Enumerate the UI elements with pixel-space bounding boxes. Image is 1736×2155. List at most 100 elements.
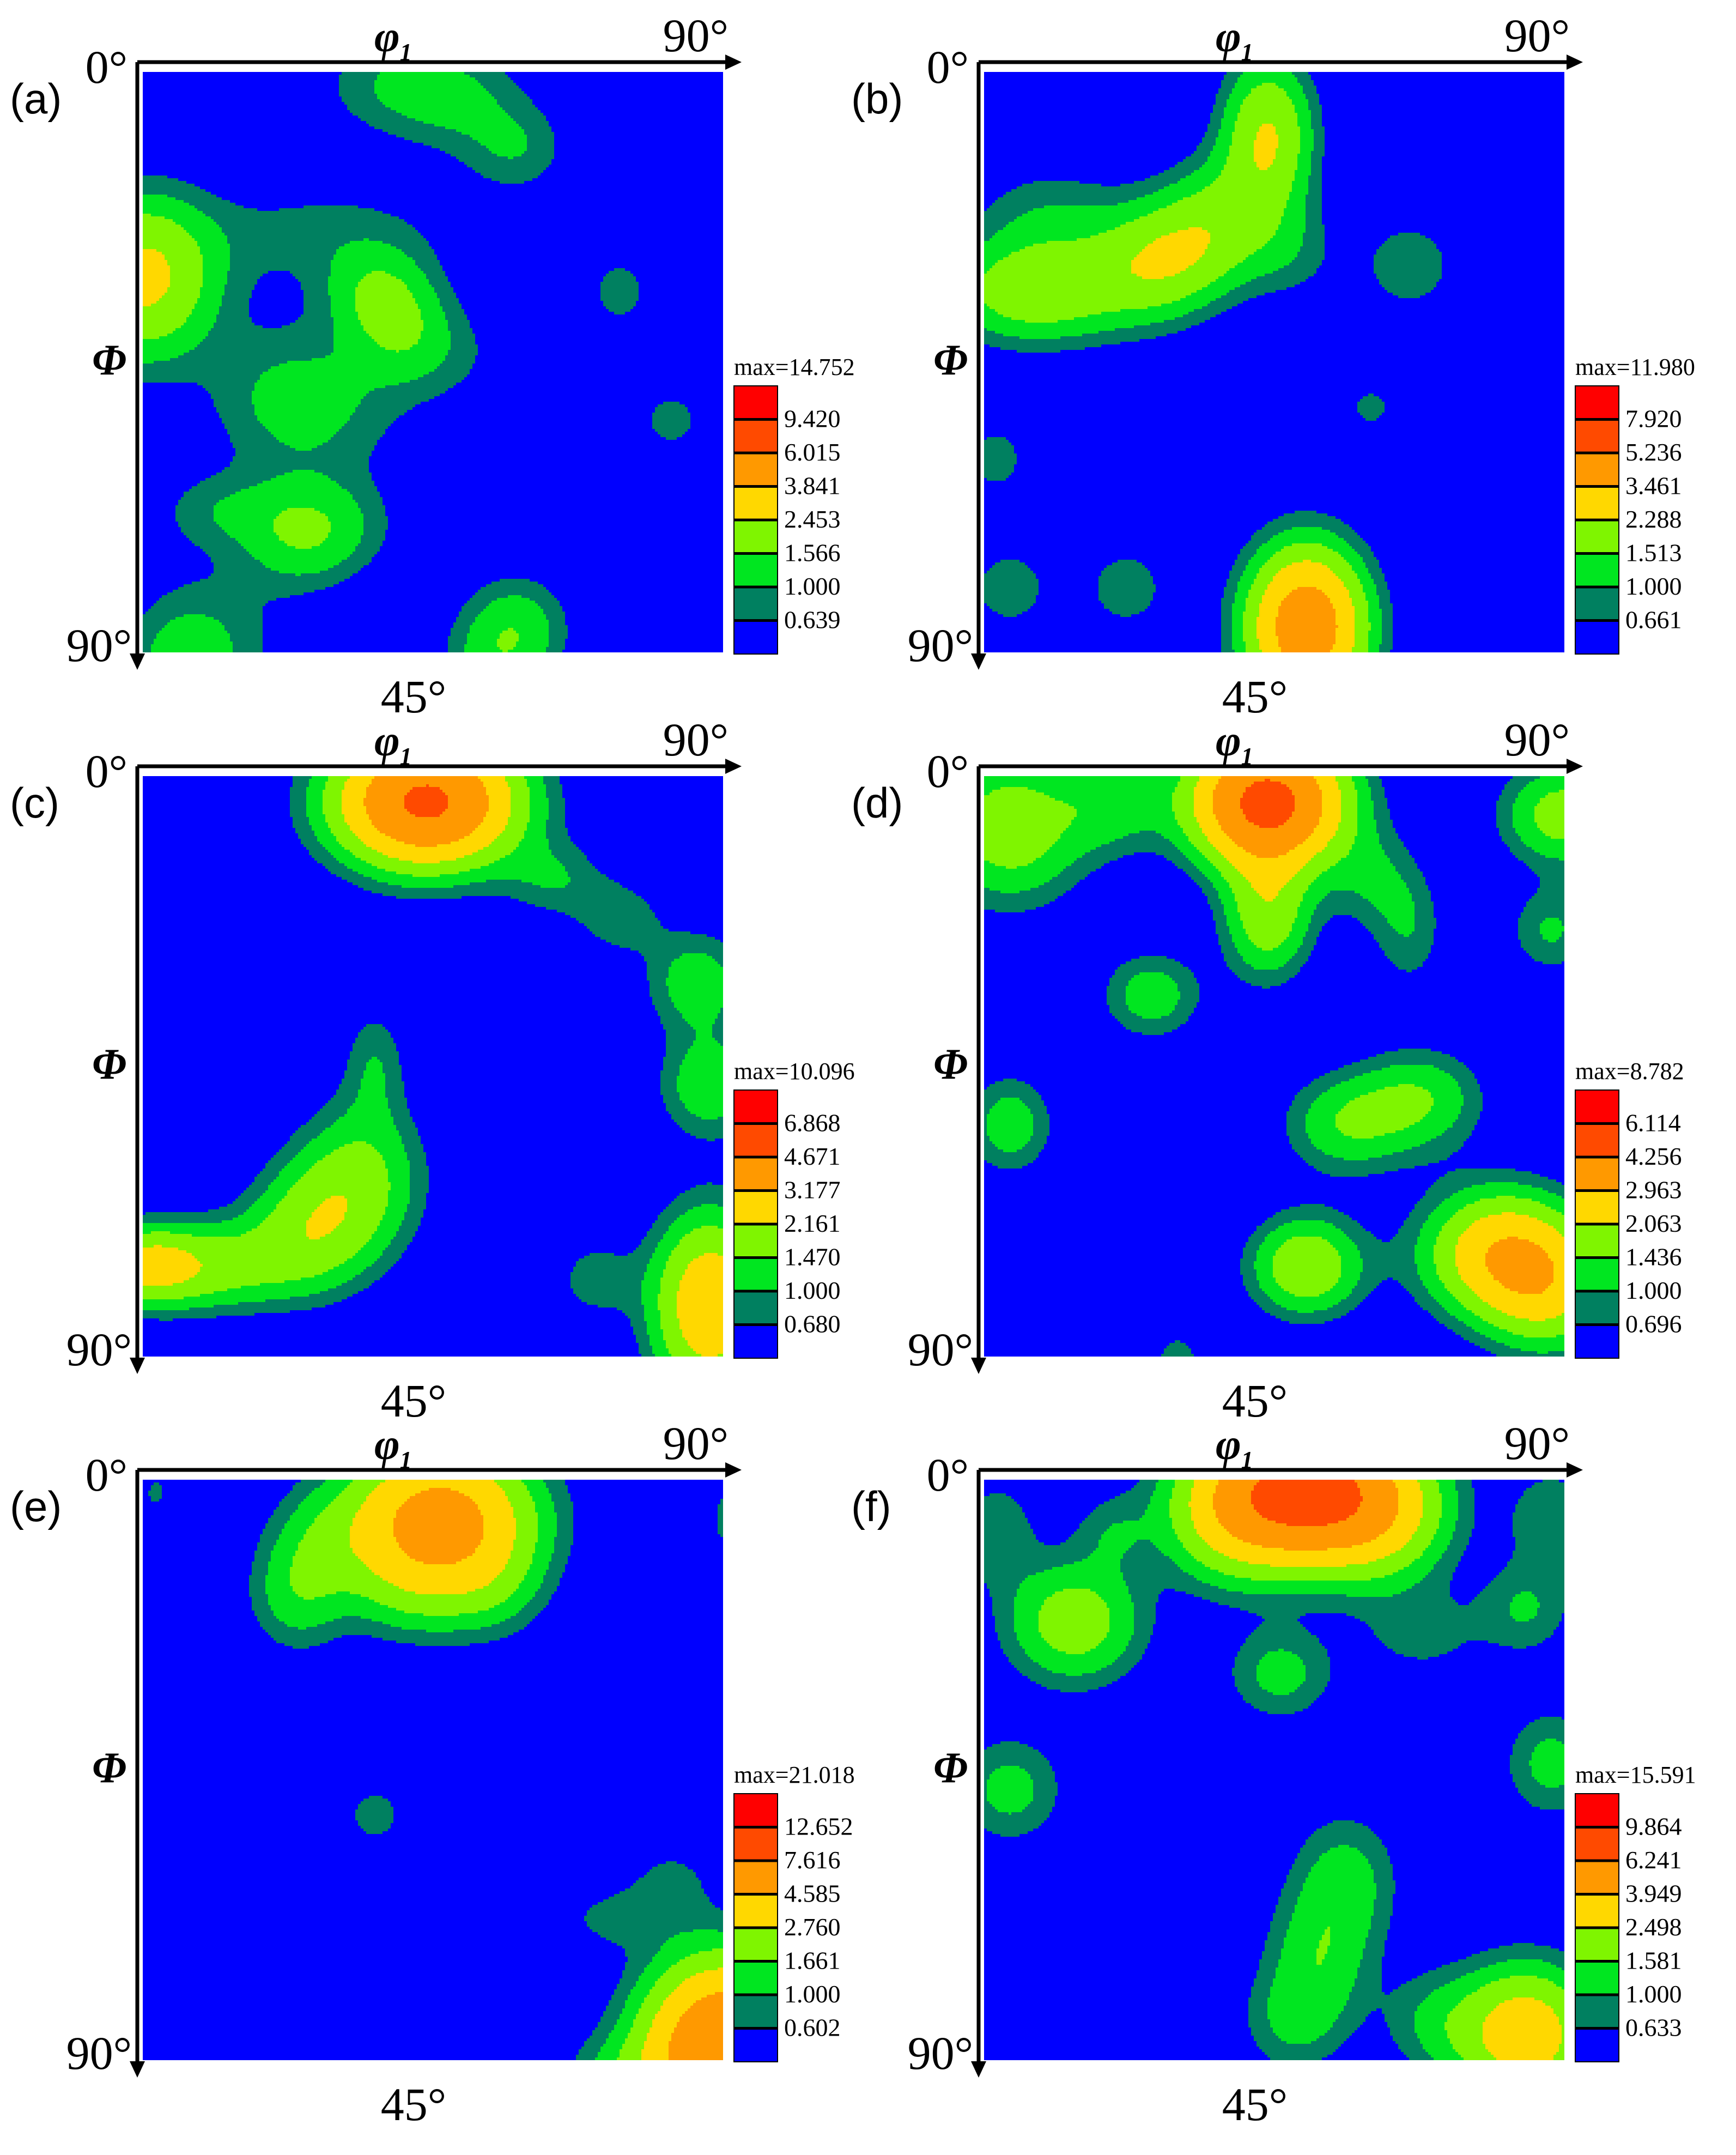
legend-swatch xyxy=(734,1291,778,1325)
phi-axis-arrow xyxy=(130,1358,145,1374)
legend-swatch xyxy=(1575,419,1619,453)
axis-origin-label: 0° xyxy=(86,1449,128,1501)
phi1-axis-mid-label: 45° xyxy=(1222,670,1288,723)
legend-swatch xyxy=(1575,553,1619,588)
phi-axis-max-label: 90° xyxy=(908,1323,973,1376)
legend-swatch xyxy=(1575,1827,1619,1861)
axis-origin-label: 0° xyxy=(927,1449,969,1501)
legend-swatch xyxy=(734,486,778,520)
phi-axis-max-label: 90° xyxy=(66,619,132,671)
legend-level-label: 5.236 xyxy=(1625,438,1682,466)
odf-legend: max=15.591 9.864 6.241 3.949 2.498 1.581 1.000… xyxy=(1575,1761,1696,2062)
phi1-axis-arrow xyxy=(725,759,742,774)
legend-swatch xyxy=(1575,587,1619,621)
legend-swatch xyxy=(1575,1090,1619,1124)
phi-axis-label: Φ xyxy=(933,1040,968,1088)
legend-swatch xyxy=(734,587,778,621)
phi1-axis-label: φ1 xyxy=(1216,717,1253,770)
contour-cells xyxy=(148,1480,723,2060)
legend-swatch xyxy=(1575,1224,1619,1258)
legend-swatch xyxy=(734,553,778,588)
panel-label: (c) xyxy=(10,779,59,827)
legend-level-label: 1.470 xyxy=(784,1243,841,1271)
legend-level-label: 4.585 xyxy=(784,1880,841,1908)
legend-swatch xyxy=(734,453,778,487)
legend-level-label: 6.241 xyxy=(1625,1846,1682,1874)
legend-swatch xyxy=(1575,1190,1619,1225)
legend-level-label: 1.566 xyxy=(784,539,841,567)
phi-axis-arrow xyxy=(971,1358,986,1374)
axis-origin-label: 0° xyxy=(86,41,128,93)
legend-level-label: 3.949 xyxy=(1625,1880,1682,1908)
legend-swatch xyxy=(734,620,778,655)
legend-level-label: 12.652 xyxy=(784,1813,853,1841)
legend-level-label: 9.864 xyxy=(1625,1813,1682,1841)
phi1-axis-arrow xyxy=(725,1462,742,1478)
odf-contour-map xyxy=(143,72,723,652)
legend-level-label: 1.000 xyxy=(1625,1276,1682,1304)
phi1-axis-arrow xyxy=(725,55,742,70)
legend-level-label: 2.161 xyxy=(784,1209,841,1237)
legend-frame xyxy=(1575,1793,1619,2062)
legend-swatch xyxy=(734,1123,778,1158)
legend-level-label: 3.841 xyxy=(784,472,841,500)
phi-axis-arrow xyxy=(971,2061,986,2078)
legend-level-label: 4.256 xyxy=(1625,1142,1682,1170)
legend-max-label: max=8.782 xyxy=(1575,1058,1684,1085)
legend-max-label: max=21.018 xyxy=(734,1761,855,1788)
odf-legend: max=10.096 6.868 4.671 3.177 2.161 1.470 1.000… xyxy=(733,1058,855,1359)
legend-swatch xyxy=(734,1894,778,1928)
phi-axis-arrow xyxy=(130,2061,145,2078)
legend-level-label: 2.288 xyxy=(1625,505,1682,533)
legend-swatch xyxy=(1575,1794,1619,1827)
legend-swatch xyxy=(734,1928,778,1962)
legend-swatch xyxy=(734,386,778,420)
legend-swatch xyxy=(1575,486,1619,520)
odf-contour-map xyxy=(143,776,723,1357)
phi-axis-max-label: 90° xyxy=(908,619,973,671)
phi1-axis-max-label: 90° xyxy=(663,1417,729,1469)
phi1-axis-label: φ1 xyxy=(374,1421,412,1473)
phi1-axis-max-label: 90° xyxy=(1504,713,1570,766)
phi-axis-label: Φ xyxy=(92,336,126,384)
odf-legend: max=14.752 9.420 6.015 3.841 2.453 1.566 1.000… xyxy=(733,354,855,655)
panel-label: (a) xyxy=(10,75,62,123)
phi1-axis-arrow xyxy=(1567,55,1583,70)
legend-level-label: 1.581 xyxy=(1625,1947,1682,1975)
legend-level-label: 2.453 xyxy=(784,505,841,533)
odf-panel: 0° 90° φ1 Φ 90° 45° (d) max=8.782 6.114 4.256 2.96… xyxy=(851,713,1684,1427)
panel-label: (f) xyxy=(851,1482,891,1530)
contour-cells xyxy=(984,776,1564,1357)
legend-swatch xyxy=(734,1324,778,1359)
legend-swatch xyxy=(1575,1157,1619,1191)
legend-level-label: 9.420 xyxy=(784,405,841,433)
contour-cells xyxy=(143,72,690,652)
odf-axes: 0° 90° φ1 Φ 90° 45° xyxy=(908,1417,1583,2130)
phi1-axis-max-label: 90° xyxy=(1504,9,1570,62)
legend-level-label: 3.461 xyxy=(1625,472,1682,500)
legend-level-label: 0.602 xyxy=(784,2014,841,2042)
legend-level-label: 6.114 xyxy=(1625,1109,1681,1137)
odf-axes: 0° 90° φ1 Φ 90° 45° xyxy=(66,1417,742,2130)
legend-level-label: 7.616 xyxy=(784,1846,841,1874)
legend-swatch xyxy=(734,1190,778,1225)
legend-level-label: 2.760 xyxy=(784,1913,841,1941)
odf-legend: max=21.018 12.652 7.616 4.585 2.760 1.661 1.00… xyxy=(733,1761,855,2062)
odf-panel: 0° 90° φ1 Φ 90° 45° (e) max=21.018 12.652 7.616 4.… xyxy=(10,1417,855,2130)
legend-swatch xyxy=(734,1257,778,1292)
phi1-axis-mid-label: 45° xyxy=(381,2078,446,2130)
legend-swatch xyxy=(1575,1257,1619,1292)
legend-level-label: 1.436 xyxy=(1625,1243,1682,1271)
legend-swatch xyxy=(734,1794,778,1827)
legend-swatch xyxy=(1575,1995,1619,2029)
legend-swatch xyxy=(734,1090,778,1124)
legend-level-label: 1.000 xyxy=(1625,572,1682,600)
contour-cells xyxy=(984,72,1442,652)
odf-axes: 0° 90° φ1 Φ 90° 45° xyxy=(908,9,1583,723)
phi-axis-max-label: 90° xyxy=(66,1323,132,1376)
legend-swatch xyxy=(1575,1928,1619,1962)
legend-swatch xyxy=(1575,520,1619,554)
odf-axes: 0° 90° φ1 Φ 90° 45° xyxy=(66,713,742,1427)
phi1-axis-arrow xyxy=(1567,1462,1583,1478)
axis-origin-label: 0° xyxy=(86,745,128,797)
